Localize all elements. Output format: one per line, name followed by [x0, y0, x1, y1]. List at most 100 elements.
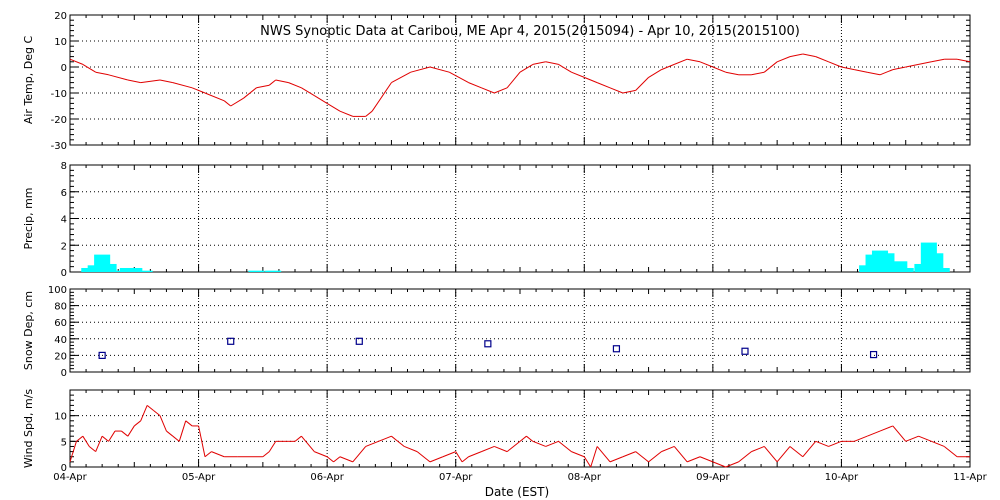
series-line-segment: [699, 456, 714, 463]
series-line-segment: [133, 420, 142, 427]
y-tick-label: 0: [61, 463, 67, 474]
series-line-segment: [763, 446, 778, 463]
series-line-segment: [172, 435, 180, 442]
series-line-segment: [442, 451, 456, 458]
series-line-segment: [892, 425, 907, 442]
series-line-segment: [776, 56, 791, 63]
series-line-segment: [699, 61, 714, 68]
series-line-segment: [545, 61, 559, 65]
series-line-segment: [828, 61, 842, 68]
series-line-segment: [918, 61, 932, 65]
series-line-segment: [674, 58, 688, 65]
series-line-segment: [268, 79, 277, 86]
series-line-segment: [121, 430, 129, 437]
x-tick-label: 05-Apr: [182, 472, 216, 483]
x-tick-label: 09-Apr: [696, 472, 730, 483]
series-line-segment: [262, 451, 270, 458]
precip-bar: [100, 263, 117, 272]
series-line-segment: [429, 66, 450, 73]
series-line-segment: [494, 87, 508, 94]
panel-1: -30 -20 -10 0 10 20 Air Temp, Deg C: [22, 11, 971, 152]
series-line-segment: [596, 82, 611, 89]
series-line-segment: [314, 451, 328, 458]
series-line-segment: [172, 82, 193, 89]
series-line-segment: [416, 451, 431, 463]
y-tick-label: 10: [54, 412, 67, 423]
series-line-segment: [378, 435, 392, 442]
series-line-segment: [76, 435, 84, 442]
series-line-segment: [776, 446, 791, 463]
series-line-segment: [455, 451, 463, 463]
y-tick-label: 6: [61, 188, 67, 199]
series-line-segment: [314, 95, 328, 104]
series-line-segment: [622, 89, 636, 94]
series-line-segment: [789, 446, 804, 458]
y-tick-label: -30: [51, 141, 67, 152]
series-line-segment: [918, 435, 932, 442]
series-line-segment: [88, 446, 97, 452]
precip-bar: [248, 270, 265, 272]
series-line-segment: [301, 87, 315, 97]
series-line-segment: [661, 63, 675, 71]
series-line-segment: [879, 425, 894, 432]
series-line-segment: [673, 446, 688, 463]
y-tick-label: 5: [61, 437, 67, 448]
y-axis-label: Snow Dep, cm: [22, 291, 35, 370]
series-line-segment: [461, 456, 469, 463]
y-tick-label: 0: [61, 368, 67, 379]
series-line-segment: [494, 446, 508, 453]
series-line-segment: [204, 92, 225, 102]
precip-bar: [265, 270, 282, 272]
y-tick-label: -10: [51, 89, 67, 100]
chart-title: NWS Synoptic Data at Caribou, ME Apr 4, …: [260, 24, 800, 39]
series-line-segment: [905, 435, 919, 442]
series-line-segment: [449, 71, 469, 84]
series-line-segment: [751, 71, 765, 76]
y-axis-label: Precip, mm: [22, 188, 35, 250]
series-line-segment: [371, 82, 392, 112]
snow-depth-point: [869, 350, 878, 359]
y-tick-label: 40: [54, 335, 67, 346]
series-line-segment: [391, 71, 411, 84]
series-line-segment: [815, 440, 829, 447]
y-tick-label: 4: [61, 215, 67, 226]
series-line-segment: [905, 63, 919, 68]
series-line-segment: [481, 87, 495, 94]
precip-bar: [126, 267, 143, 272]
series-line-segment: [738, 451, 752, 463]
series-line-segment: [404, 446, 418, 453]
series-line-segment: [230, 97, 244, 107]
series-line-segment: [243, 87, 257, 99]
series-line-segment: [686, 456, 701, 463]
y-tick-label: 20: [54, 11, 67, 22]
series-line-segment: [725, 71, 739, 76]
series-line-segment: [532, 61, 546, 65]
series-line-segment: [854, 69, 868, 73]
series-line-segment: [268, 441, 277, 452]
series-line-segment: [95, 436, 103, 452]
series-line-segment: [583, 456, 592, 468]
series-line-segment: [146, 405, 154, 411]
x-tick-label: 07-Apr: [439, 472, 473, 483]
series-line-segment: [365, 110, 373, 117]
y-tick-label: 100: [48, 285, 67, 296]
series-line-segment: [326, 102, 341, 112]
series-line-segment: [802, 53, 816, 58]
series-line-segment: [185, 420, 193, 427]
series-line-segment: [101, 435, 109, 442]
series-line-segment: [609, 456, 624, 463]
series-line-segment: [725, 461, 739, 468]
series-line-segment: [635, 77, 649, 91]
panel-2: 0 2 4 6 8 Precip, mm: [22, 161, 971, 279]
series-line-segment: [288, 82, 302, 89]
series-line-segment: [815, 56, 829, 63]
precip-bar: [110, 270, 127, 272]
series-line-segment: [635, 451, 649, 463]
series-line-segment: [140, 79, 161, 84]
series-line-segment: [82, 63, 96, 73]
series-line-segment: [481, 446, 495, 453]
series-line-segment: [275, 79, 289, 84]
series-line-segment: [256, 84, 270, 89]
